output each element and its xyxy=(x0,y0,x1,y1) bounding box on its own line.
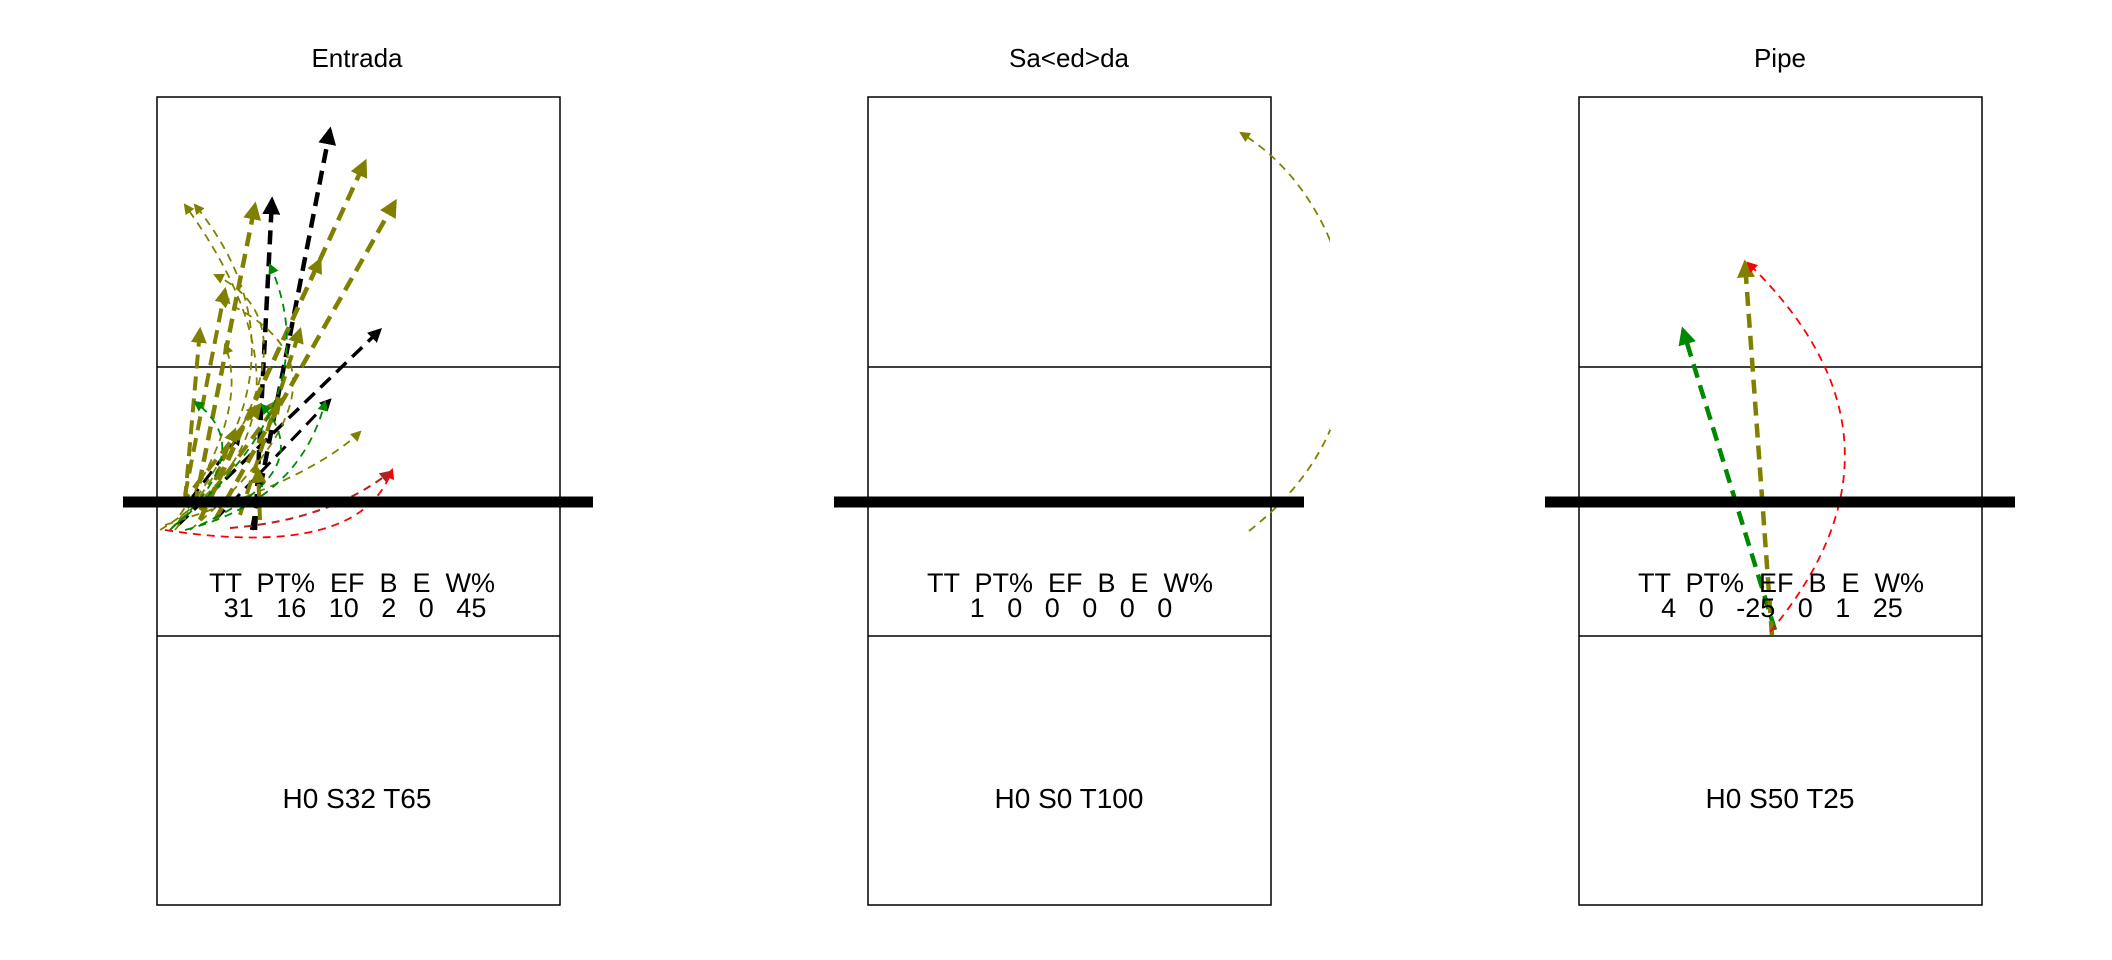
stats-header: TT PT% EF B E W% xyxy=(1638,568,1924,598)
attack-arrows xyxy=(1678,259,1846,636)
attack-arrow xyxy=(164,467,395,539)
attack-arrow xyxy=(184,399,329,531)
zone-summary: H0 S50 T25 xyxy=(1706,783,1855,814)
attack-arrow xyxy=(169,203,253,531)
panel-title: Pipe xyxy=(1754,43,1806,73)
plot-clip-mask xyxy=(1330,230,1400,430)
attack-arrow xyxy=(197,158,368,521)
attack-arrows xyxy=(159,126,397,539)
zone-summary: H0 S32 T65 xyxy=(283,783,432,814)
attack-arrow xyxy=(174,273,265,531)
stats-header: TT PT% EF B E W% xyxy=(927,568,1213,598)
panel-pipe: Pipe TT PT% EF B E W% 4 0 -25 0 1 25 H0 … xyxy=(1545,43,2015,906)
stats-values: 31 16 10 2 0 45 xyxy=(224,593,487,623)
stats-header: TT PT% EF B E W% xyxy=(209,568,495,598)
attack-arrow xyxy=(213,427,238,481)
attack-arrow xyxy=(199,403,282,526)
attack-arrow xyxy=(189,298,294,531)
panel-entrada: Entrada xyxy=(123,43,593,906)
attack-arrow xyxy=(183,326,207,501)
attack-arrow xyxy=(1746,261,1846,633)
attack-arrow xyxy=(1737,259,1775,636)
attack-arrow xyxy=(164,430,362,526)
panel-saida: Sa<ed>da TT PT% EF B E W% 1 0 0 0 0 0 H0… xyxy=(834,43,1400,906)
zone-summary: H0 S0 T100 xyxy=(995,783,1144,814)
attack-arrow xyxy=(213,198,397,522)
panel-title: Sa<ed>da xyxy=(1009,43,1130,73)
attack-arrow xyxy=(183,286,231,496)
attack-arrow xyxy=(1678,326,1778,631)
attack-arrow xyxy=(174,263,288,526)
attack-arrow xyxy=(179,342,234,516)
attack-arrow xyxy=(169,400,224,531)
panel-title: Entrada xyxy=(311,43,403,73)
attack-arrow xyxy=(250,466,267,521)
attack-arrow xyxy=(192,201,262,506)
stats-values: 1 0 0 0 0 0 xyxy=(970,593,1173,623)
attack-arrow xyxy=(208,257,322,501)
attack-arrow xyxy=(238,326,304,516)
stats-values: 4 0 -25 0 1 25 xyxy=(1661,593,1903,623)
attack-arrow xyxy=(1239,131,1331,241)
